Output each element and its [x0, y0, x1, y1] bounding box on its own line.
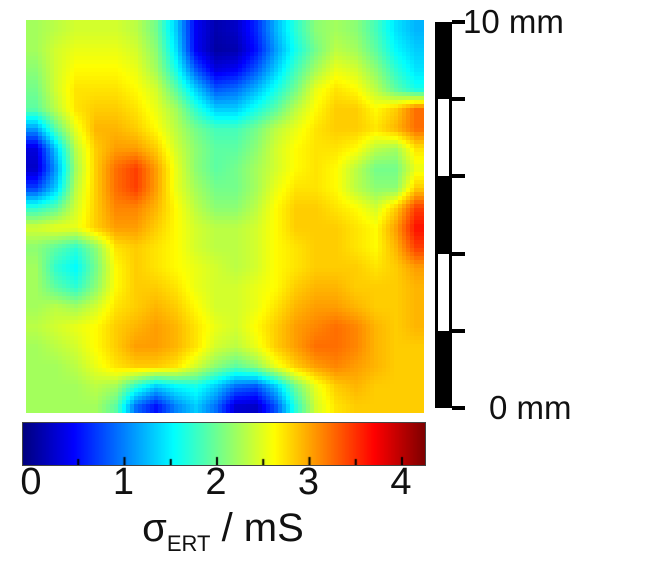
unit-text: / mS [210, 506, 304, 550]
scale-bar-tick [452, 406, 465, 410]
sigma-symbol: σ [142, 506, 167, 550]
colorbar-tick-label: 4 [390, 461, 412, 503]
scale-bar-tick [452, 20, 465, 24]
colorbar-tick-label: 0 [20, 461, 42, 503]
colorbar-gradient [22, 422, 426, 466]
scale-bar [435, 20, 465, 410]
colorbar-tick-label: 2 [205, 461, 227, 503]
scale-bar-tick [452, 97, 465, 102]
colorbar-title: σERT / mS [22, 506, 424, 556]
scale-bar-segment [435, 99, 452, 177]
scale-bar-tick [452, 174, 465, 179]
scale-bar-top-label: 10 mm [463, 3, 564, 40]
scale-bar-segment [435, 176, 452, 254]
scale-bar-segment [435, 330, 452, 408]
scale-bar-segment [435, 253, 452, 331]
scale-bar-segment [435, 22, 452, 100]
colorbar-tick-label: 3 [297, 461, 320, 503]
sigma-subscript: ERT [166, 531, 211, 556]
colorbar-tick-label: 1 [112, 461, 135, 503]
scale-bar-tick [452, 251, 465, 256]
scale-bar-bottom-label: 0 mm [489, 389, 572, 426]
colorbar-tick-labels: 0 1 2 3 4 [20, 461, 424, 504]
conductivity-heatmap [26, 20, 424, 413]
scale-bar-tick [452, 328, 465, 333]
